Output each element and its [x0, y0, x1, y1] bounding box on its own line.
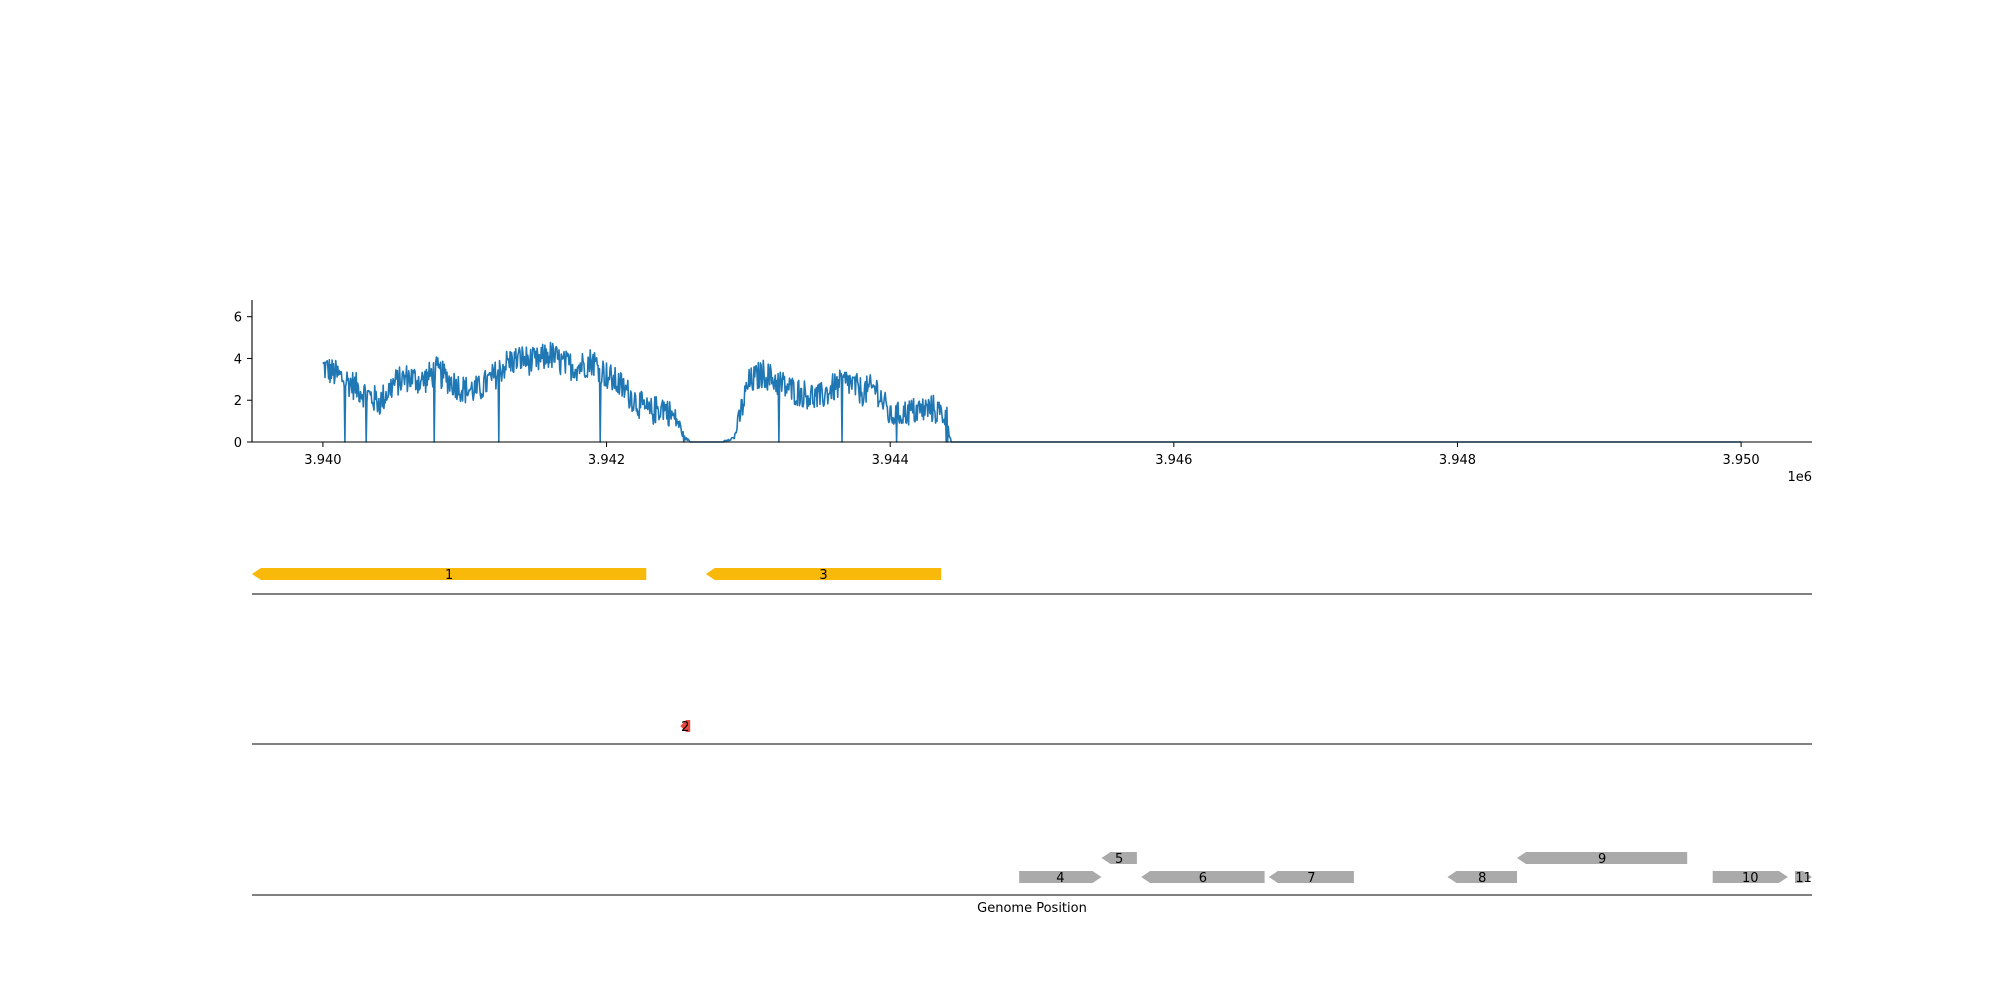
x-tick-label: 3.946	[1155, 453, 1192, 468]
x-tick-label: 3.944	[872, 453, 909, 468]
gene-arrow-10	[1712, 871, 1788, 883]
coverage-axis-ticks: 3.940 3.942 3.944 3.946 3.948 3.950 0 2 4 6	[234, 311, 1760, 468]
gene-arrow-7	[1268, 871, 1354, 883]
gene-label-6: 6	[1199, 871, 1207, 886]
x-tick-label: 3.942	[588, 453, 625, 468]
y-tick-label: 0	[234, 436, 242, 451]
gene-arrow-8	[1447, 871, 1517, 883]
gene-track-3: Genome Position 4 5 6 7 8 9 10 11	[252, 852, 1812, 916]
gene-label-2: 2	[681, 720, 689, 735]
gene-label-11: 11	[1795, 871, 1812, 886]
gene-arrow-11	[1795, 871, 1812, 883]
gene-track-2: 2	[252, 720, 1812, 745]
gene-label-7: 7	[1307, 871, 1315, 886]
gene-label-5: 5	[1115, 852, 1123, 867]
y-tick-label: 6	[234, 311, 242, 326]
gene-arrow-1	[252, 568, 647, 580]
gene-arrow-4	[1019, 871, 1102, 883]
gene-label-8: 8	[1478, 871, 1486, 886]
y-tick-label: 2	[234, 394, 242, 409]
coverage-line	[322, 341, 1742, 443]
gene-arrow-2	[680, 720, 691, 732]
gene-arrow-9	[1517, 852, 1688, 864]
x-tick-label: 3.948	[1439, 453, 1476, 468]
gene-arrow-6	[1141, 871, 1265, 883]
x-axis-offset-label: 1e6	[1787, 470, 1812, 485]
coverage-panel: 3.940 3.942 3.944 3.946 3.948 3.950 0 2 4 6 1e6	[234, 300, 1812, 485]
x-tick-label: 3.940	[304, 453, 341, 468]
gene-label-9: 9	[1598, 852, 1606, 867]
gene-label-1: 1	[445, 568, 453, 583]
gene-label-3: 3	[819, 568, 827, 583]
gene-arrow-3	[705, 568, 942, 580]
gene-arrow-5	[1101, 852, 1137, 864]
gene-label-4: 4	[1056, 871, 1064, 886]
y-tick-label: 4	[234, 352, 242, 367]
gene-label-10: 10	[1742, 871, 1759, 886]
x-axis-label: Genome Position	[977, 901, 1087, 916]
x-tick-label: 3.950	[1722, 453, 1759, 468]
